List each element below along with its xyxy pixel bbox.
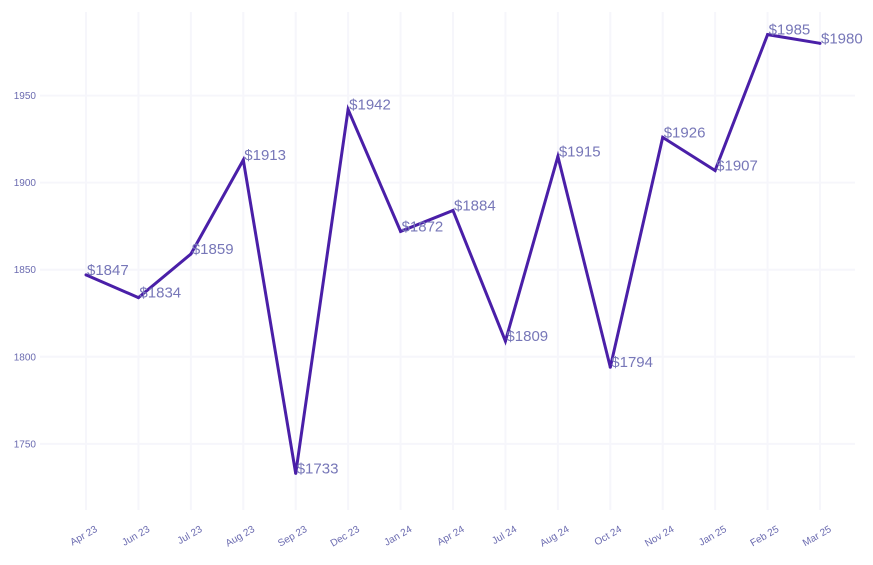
data-point	[556, 155, 560, 159]
y-tick-label: 1750	[14, 439, 37, 450]
x-tick-label: Jul 23	[176, 524, 205, 547]
y-tick-label: 1950	[14, 91, 37, 102]
x-tick-label: Mar 25	[801, 524, 834, 549]
y-tick-label: 1850	[14, 265, 37, 276]
x-tick-label: Apr 24	[435, 524, 466, 548]
x-tick-label: Jun 23	[120, 524, 152, 549]
data-point	[451, 209, 455, 213]
data-label: $1942	[349, 97, 391, 114]
data-label: $1980	[821, 30, 863, 47]
data-label: $1985	[769, 22, 811, 39]
data-label: $1913	[244, 147, 286, 164]
data-labels: $1847 $1834 $1859 $1913 $1733 $1942 $1872 $1884…	[87, 22, 863, 478]
data-label: $1915	[559, 144, 601, 161]
data-label: $1872	[402, 218, 444, 235]
data-point	[818, 41, 822, 45]
x-tick-label: Jul 24	[490, 524, 519, 547]
data-label: $1847	[87, 262, 129, 279]
x-tick-label: Aug 24	[538, 524, 571, 550]
data-label: $1926	[664, 124, 706, 141]
data-point	[766, 33, 770, 37]
data-label: $1859	[192, 241, 234, 258]
data-label: $1794	[611, 354, 653, 371]
x-tick-label: Jan 25	[697, 524, 729, 549]
x-tick-label: Sep 23	[276, 524, 309, 550]
x-tick-label: Jan 24	[383, 524, 415, 549]
x-tick-label: Feb 25	[749, 524, 782, 549]
data-point	[189, 252, 193, 256]
data-point	[136, 296, 140, 300]
x-tick-label: Nov 24	[643, 524, 676, 550]
data-point	[346, 108, 350, 112]
data-point	[241, 158, 245, 162]
y-axis-ticks: 1750 1800 1850 1900 1950	[14, 91, 37, 450]
x-tick-label: Dec 23	[329, 524, 362, 550]
grid	[40, 12, 855, 510]
data-point	[661, 135, 665, 139]
data-point	[713, 168, 717, 172]
data-point	[84, 273, 88, 277]
data-point	[399, 229, 403, 233]
data-label: $1733	[297, 460, 339, 477]
x-axis-ticks: Apr 23 Jun 23 Jul 23 Aug 23 Sep 23 Dec 23 Jan …	[68, 524, 833, 550]
x-tick-label: Oct 24	[593, 524, 624, 548]
x-tick-label: Aug 23	[224, 524, 257, 550]
data-points	[84, 33, 822, 475]
data-label: $1884	[454, 198, 496, 215]
data-point	[503, 339, 507, 343]
y-tick-label: 1800	[14, 352, 37, 363]
x-tick-label: Apr 23	[68, 524, 99, 548]
data-label: $1834	[139, 285, 181, 302]
data-label: $1809	[506, 328, 548, 345]
data-label: $1907	[716, 157, 758, 174]
data-point	[294, 471, 298, 475]
y-tick-label: 1900	[14, 178, 37, 189]
data-point	[608, 365, 612, 369]
